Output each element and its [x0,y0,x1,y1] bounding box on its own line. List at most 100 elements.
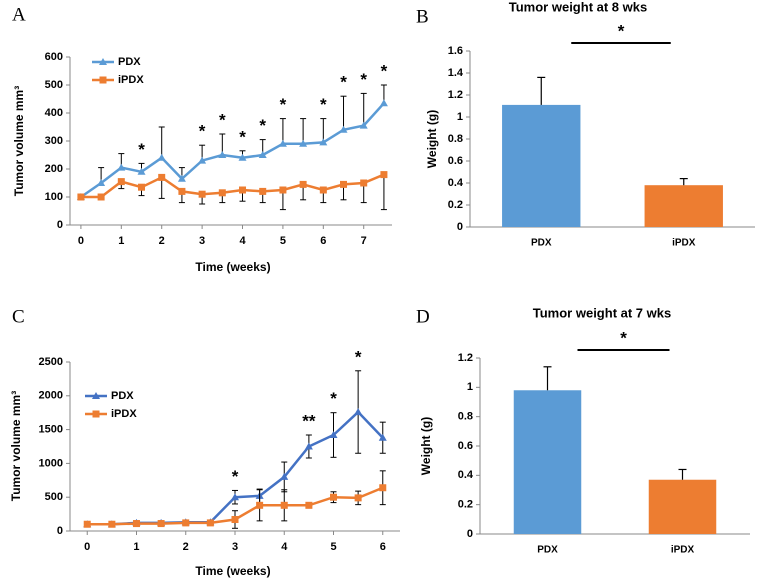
series-line [80,102,385,199]
marker [380,171,388,179]
y-tick-label: 2000 [39,390,63,402]
marker [198,156,207,164]
y-tick-label: 0.6 [458,440,473,452]
y-tick-label: 0.4 [448,177,464,189]
marker [360,179,368,187]
marker [256,501,264,509]
y-tick-label: 0.4 [458,469,474,481]
error-bar [340,95,347,130]
series-line [80,173,385,199]
x-tick-label: 5 [330,541,336,553]
error-bar [679,178,688,186]
marker [137,167,146,175]
legend-label: iPDX [111,408,137,420]
significance-mark: * [340,73,347,92]
x-tick-label: 7 [361,235,367,247]
x-tick-label: 1 [133,541,139,553]
x-tick-label: 2 [183,541,189,553]
marker [206,519,214,527]
significance-mark: * [280,95,287,114]
marker [359,121,368,129]
x-axis-title: Time (weeks) [195,564,270,578]
marker [354,494,362,502]
marker [182,519,190,527]
significance-mark: * [320,95,327,114]
marker [117,178,125,186]
marker [258,151,267,158]
panel-letter: C [12,306,25,327]
significance-mark: * [618,21,625,40]
error-bar [380,174,387,211]
marker [158,173,166,181]
y-tick-label: 0 [57,525,63,537]
y-tick-label: 500 [45,491,63,503]
marker [329,431,338,439]
error-bar [678,468,687,480]
significance-mark: * [199,122,206,141]
x-tick-label: PDX [531,238,552,249]
marker [299,139,308,147]
marker [304,442,313,450]
y-tick-label: 0 [57,219,63,231]
error-bar [279,118,286,144]
marker [157,153,166,161]
y-tick-label: 0.2 [448,199,463,211]
significance-mark: * [620,328,627,347]
marker [108,520,116,528]
y-tick-label: 500 [45,79,63,91]
y-axis-title: Weight (g) [419,417,433,475]
y-tick-label: 1.4 [448,67,464,79]
y-tick-label: 300 [45,135,63,147]
y-axis-title: Weight (g) [425,110,439,168]
bar [648,479,717,534]
panel: A Tumor volume mm³ Time (weeks) 0 100 200 300 4… [12,4,392,274]
marker [97,193,105,201]
error-bar [543,366,552,391]
marker [177,174,186,182]
chart-title: Tumor weight at 8 wks [509,0,647,14]
significance-mark: * [138,140,145,159]
marker [378,433,387,441]
marker [238,153,247,161]
marker [218,189,226,197]
marker [77,193,85,201]
y-tick-label: 1.6 [448,45,463,57]
y-tick-label: 2500 [39,356,63,368]
y-tick-label: 600 [45,51,63,63]
error-bar [158,126,165,158]
marker [198,190,206,198]
legend-label: PDX [111,390,134,402]
x-tick-label: 4 [239,235,246,247]
marker [138,183,146,191]
x-tick-label: 0 [84,541,90,553]
x-tick-label: 6 [380,541,386,553]
legend-label: PDX [118,56,141,68]
marker [157,520,165,528]
x-tick-label: 4 [281,541,288,553]
marker [117,163,126,171]
marker [280,472,289,480]
x-tick-label: iPDX [672,238,696,249]
marker [231,516,239,524]
marker [319,138,328,146]
y-axis-title: Tumor volume mm³ [9,391,23,501]
marker [97,179,106,186]
y-tick-label: 1 [467,381,473,393]
marker [379,484,387,492]
marker [305,501,313,509]
error-bar [360,92,367,126]
y-tick-label: 400 [45,107,63,119]
y-tick-label: 0 [467,528,473,540]
marker [239,186,247,194]
marker [279,186,287,194]
chart-title: Tumor weight at 7 wks [533,305,671,320]
x-tick-label: 1 [118,235,124,247]
x-tick-label: 6 [320,235,326,247]
bar [513,390,582,534]
significance-mark: * [259,116,266,135]
significance-mark: * [360,70,367,89]
marker [354,408,363,416]
x-tick-label: PDX [537,545,558,556]
